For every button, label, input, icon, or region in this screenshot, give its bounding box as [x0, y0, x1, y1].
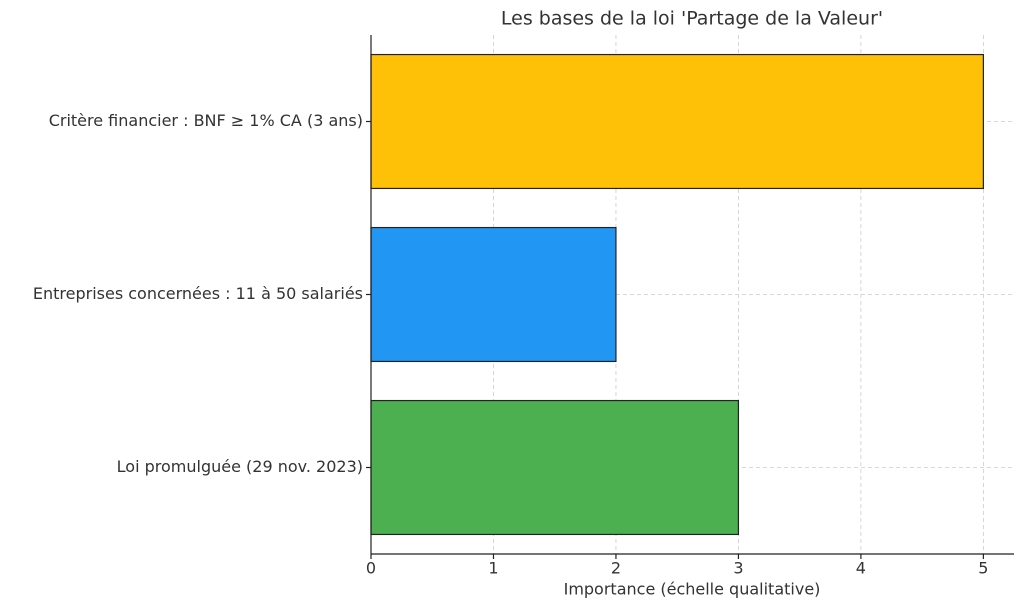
chart-title: Les bases de la loi 'Partage de la Valeu…: [501, 8, 883, 30]
x-tick-label: 4: [856, 559, 866, 578]
y-tick-label: Critère financier : BNF ≥ 1% CA (3 ans): [49, 111, 363, 130]
x-tick-label: 5: [978, 559, 988, 578]
y-tick-label: Entreprises concernées : 11 à 50 salarié…: [33, 284, 363, 303]
y-tick-label: Loi promulguée (29 nov. 2023): [117, 457, 363, 476]
bar: [370, 226, 617, 363]
bar: [370, 53, 984, 190]
x-axis-label: Importance (échelle qualitative): [564, 580, 821, 599]
x-tick-label: 1: [488, 559, 498, 578]
bar: [370, 399, 740, 536]
x-tick-label: 2: [611, 559, 621, 578]
x-tick-label: 0: [366, 559, 376, 578]
x-tick-label: 3: [733, 559, 743, 578]
